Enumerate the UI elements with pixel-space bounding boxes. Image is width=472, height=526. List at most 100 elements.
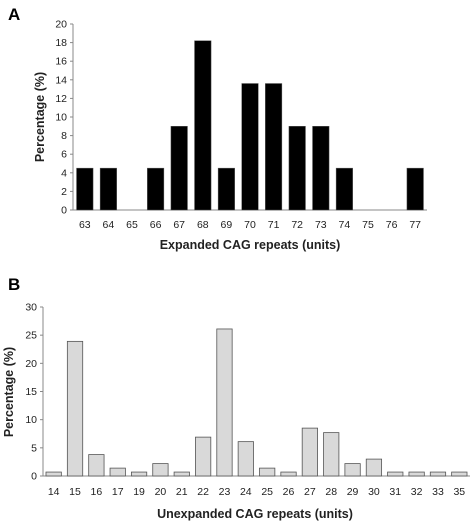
panel-letter-a: A	[8, 5, 20, 24]
x-tick-label-a: 74	[339, 219, 351, 231]
y-tick-label-a: 16	[55, 56, 67, 68]
x-tick-label-a: 72	[291, 219, 303, 231]
bar-a-64	[99, 167, 117, 211]
bar-b-28	[323, 432, 340, 477]
y-ticks-b: 0 5 10 15 20 25 30	[25, 302, 43, 483]
y-tick-label-a: 18	[55, 37, 67, 49]
y-tick-label-b: 20	[25, 358, 37, 370]
x-tick-label-b: 25	[261, 486, 273, 498]
x-ticks-a: 63 64 65 66 67 68 69 70 71 72 73 74 75 76 77	[79, 219, 421, 231]
x-tick-label-b: 15	[69, 486, 81, 498]
bar-b-30	[365, 458, 383, 477]
x-tick-label-b: 24	[240, 486, 252, 498]
bar-b-15	[66, 340, 84, 477]
x-tick-label-a: 69	[221, 219, 233, 231]
x-tick-label-b: 31	[389, 486, 401, 498]
y-axis-title-a: Percentage (%)	[33, 72, 47, 162]
bar-b-24	[237, 441, 254, 477]
chart-panel-b: B 0 5 10 15 20 25 30 14 15 16 17 19 20 21 22 23 24 25 26 2…	[2, 275, 470, 521]
bar-b-22	[195, 436, 212, 477]
bar-a-74	[335, 167, 353, 211]
y-tick-label-a: 20	[55, 19, 67, 31]
x-tick-label-a: 75	[362, 219, 374, 231]
bar-b-16	[88, 454, 105, 477]
x-tick-label-b: 27	[304, 486, 316, 498]
x-tick-label-a: 73	[315, 219, 327, 231]
y-tick-label-b: 5	[31, 442, 37, 454]
x-ticks-b: 14 15 16 17 19 20 21 22 23 24 25 26 27 28 29 30 31 32 33 35	[48, 486, 465, 498]
bar-b-26	[280, 471, 297, 477]
bar-a-73	[312, 126, 330, 211]
y-tick-label-a: 0	[61, 205, 67, 217]
y-ticks-a: 0 2 4 6 8 10 12 14 16 18 20	[55, 19, 73, 217]
y-axis-title-b: Percentage (%)	[2, 347, 16, 437]
bar-b-25	[259, 467, 276, 477]
bar-b-32	[408, 471, 425, 477]
bar-a-72	[288, 126, 306, 211]
x-tick-label-b: 35	[453, 486, 465, 498]
panel-letter-b: B	[8, 275, 20, 294]
bar-a-69	[217, 167, 235, 211]
y-tick-label-b: 15	[25, 386, 37, 398]
x-tick-label-b: 22	[197, 486, 209, 498]
x-tick-label-b: 26	[283, 486, 295, 498]
bar-b-17	[109, 467, 126, 477]
x-tick-label-b: 29	[347, 486, 359, 498]
bar-a-68	[194, 40, 212, 211]
bar-b-23	[216, 328, 233, 477]
y-tick-label-b: 10	[25, 414, 37, 426]
bar-b-21	[173, 471, 190, 477]
x-tick-label-b: 21	[176, 486, 188, 498]
bar-b-35	[451, 471, 468, 477]
x-tick-label-a: 65	[126, 219, 138, 231]
x-tick-label-a: 68	[197, 219, 209, 231]
y-tick-label-a: 4	[61, 167, 67, 179]
bars-b	[45, 328, 468, 477]
bar-a-67	[170, 126, 188, 211]
y-tick-label-a: 6	[61, 149, 67, 161]
y-tick-label-a: 10	[55, 112, 67, 124]
x-tick-label-a: 63	[79, 219, 91, 231]
x-axis-title-b: Unexpanded CAG repeats (units)	[157, 507, 353, 521]
bars-a	[76, 40, 424, 211]
y-tick-label-b: 25	[25, 330, 37, 342]
x-tick-label-a: 67	[173, 219, 185, 231]
bar-a-71	[265, 83, 283, 211]
x-tick-label-b: 23	[219, 486, 231, 498]
x-tick-label-b: 30	[368, 486, 380, 498]
bar-a-77	[406, 167, 424, 211]
y-tick-label-a: 8	[61, 130, 67, 142]
y-tick-label-a: 2	[61, 186, 67, 198]
bar-a-66	[147, 167, 165, 211]
x-tick-label-b: 28	[325, 486, 337, 498]
x-tick-label-b: 32	[411, 486, 423, 498]
x-tick-label-a: 76	[386, 219, 398, 231]
x-tick-label-b: 14	[48, 486, 60, 498]
bar-b-19	[130, 471, 148, 477]
x-tick-label-b: 33	[432, 486, 444, 498]
x-tick-label-b: 16	[91, 486, 103, 498]
bar-b-27	[301, 427, 318, 477]
bar-a-63	[76, 167, 94, 211]
x-tick-label-b: 19	[133, 486, 145, 498]
x-tick-label-a: 71	[268, 219, 280, 231]
x-tick-label-a: 64	[103, 219, 115, 231]
y-tick-label-b: 30	[25, 302, 37, 314]
x-axis-title-a: Expanded CAG repeats (units)	[160, 238, 341, 252]
bar-b-29	[344, 463, 361, 477]
y-tick-label-a: 14	[55, 74, 67, 86]
bar-b-31	[387, 471, 404, 477]
bar-b-20	[152, 463, 169, 477]
x-tick-label-b: 20	[155, 486, 167, 498]
x-tick-label-a: 66	[150, 219, 162, 231]
x-tick-label-b: 17	[112, 486, 124, 498]
y-tick-label-a: 12	[55, 93, 67, 105]
bar-b-14	[45, 471, 62, 477]
x-tick-label-a: 70	[244, 219, 256, 231]
bar-b-33	[429, 471, 447, 477]
y-tick-label-b: 0	[31, 471, 37, 483]
x-tick-label-a: 77	[409, 219, 421, 231]
bar-a-70	[241, 83, 259, 211]
